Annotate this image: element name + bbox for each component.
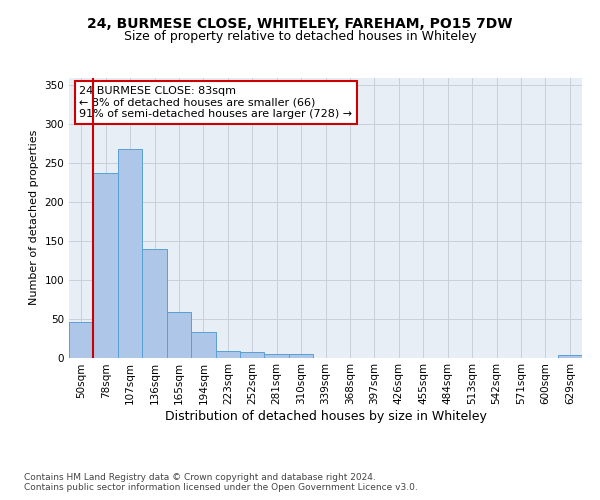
Text: Contains HM Land Registry data © Crown copyright and database right 2024.: Contains HM Land Registry data © Crown c… [24,472,376,482]
Bar [142,250,167,358]
Bar [167,312,191,358]
Text: Size of property relative to detached houses in Whiteley: Size of property relative to detached ho… [124,30,476,43]
Bar [557,355,582,358]
Bar [289,354,313,358]
Text: Contains public sector information licensed under the Open Government Licence v3: Contains public sector information licen… [24,484,418,492]
Bar [240,352,265,358]
Bar [69,322,94,358]
Bar [118,149,142,358]
Text: 24 BURMESE CLOSE: 83sqm
← 8% of detached houses are smaller (66)
91% of semi-det: 24 BURMESE CLOSE: 83sqm ← 8% of detached… [79,86,352,119]
Bar [191,332,215,357]
Y-axis label: Number of detached properties: Number of detached properties [29,130,39,305]
Bar [265,354,289,358]
Bar [215,350,240,358]
Text: 24, BURMESE CLOSE, WHITELEY, FAREHAM, PO15 7DW: 24, BURMESE CLOSE, WHITELEY, FAREHAM, PO… [87,18,513,32]
Bar [94,173,118,358]
X-axis label: Distribution of detached houses by size in Whiteley: Distribution of detached houses by size … [164,410,487,423]
